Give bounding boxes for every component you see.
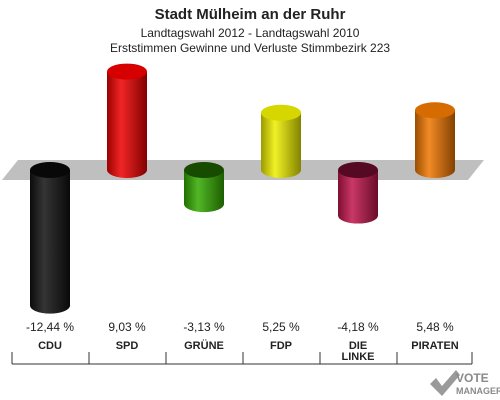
bar-piraten — [415, 102, 455, 178]
category-label: SPD — [116, 340, 139, 352]
category-label: DIE — [349, 340, 367, 352]
category-label: FDP — [270, 340, 292, 352]
bar-die-linke — [338, 162, 378, 224]
category-label: LINKE — [342, 351, 375, 363]
category-label: GRÜNE — [184, 339, 224, 352]
bar-cdu — [30, 162, 70, 314]
checkmark-icon — [430, 370, 460, 396]
value-label: 5,25 % — [262, 320, 300, 334]
bar-fdp — [261, 104, 301, 178]
watermark-line1: VOTE — [456, 371, 489, 385]
value-label: -12,44 % — [26, 320, 74, 334]
value-label: -3,13 % — [183, 320, 225, 334]
chart-subtitle-2: Erststimmen Gewinne und Verluste Stimmbe… — [109, 41, 391, 55]
chart-subtitle: Landtagswahl 2012 - Landtagswahl 2010 — [140, 26, 360, 40]
bar-gr-ne — [184, 162, 224, 213]
value-label: 5,48 % — [416, 320, 454, 334]
votemanager-logo: VOTE MANAGER — [430, 370, 500, 396]
watermark-line2: MANAGER — [456, 386, 500, 396]
chart-title: Stadt Mülheim an der Ruhr — [154, 6, 346, 23]
category-label: PIRATEN — [411, 340, 459, 352]
value-label: 9,03 % — [108, 320, 146, 334]
zero-band — [2, 160, 484, 180]
bar-spd — [107, 63, 147, 178]
category-label: CDU — [38, 340, 62, 352]
value-label: -4,18 % — [337, 320, 379, 334]
